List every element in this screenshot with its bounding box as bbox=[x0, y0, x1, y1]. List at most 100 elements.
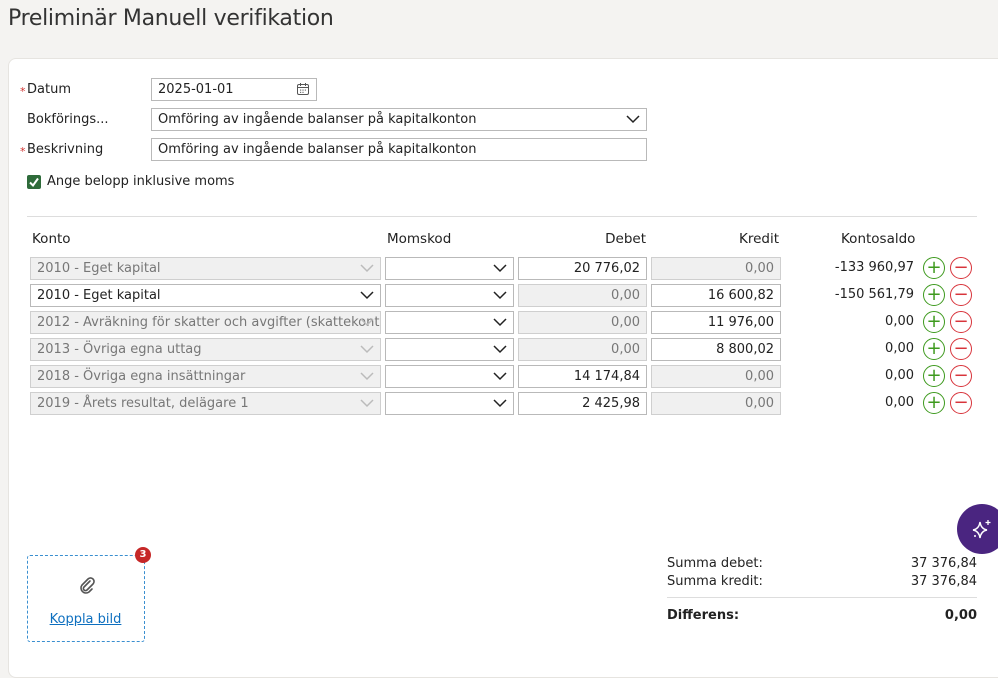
chevron-down-icon bbox=[493, 345, 507, 354]
momskod-select[interactable] bbox=[385, 311, 514, 334]
remove-row-button[interactable]: − bbox=[950, 392, 972, 414]
add-row-button[interactable]: + bbox=[923, 284, 945, 306]
differens-label: Differens: bbox=[667, 608, 740, 623]
kredit-input[interactable]: 16 600,82 bbox=[651, 284, 781, 307]
header-kontosaldo: Kontosaldo bbox=[841, 231, 916, 247]
datum-value: 2025-01-01 bbox=[158, 82, 234, 97]
chevron-down-icon bbox=[360, 399, 374, 408]
remove-row-button[interactable]: − bbox=[950, 338, 972, 360]
calendar-icon[interactable] bbox=[296, 82, 310, 96]
plus-icon: + bbox=[926, 338, 942, 359]
konto-value: 2010 - Eget kapital bbox=[37, 261, 161, 276]
kontosaldo-value: -133 960,97 bbox=[834, 260, 914, 275]
konto-value: 2012 - Avräkning för skatter och avgifte… bbox=[37, 315, 381, 330]
kredit-value: 11 976,00 bbox=[707, 315, 774, 330]
header-konto: Konto bbox=[32, 231, 71, 247]
minus-icon: − bbox=[953, 257, 969, 278]
kontosaldo-value: 0,00 bbox=[885, 395, 914, 410]
konto-value: 2019 - Årets resultat, delägare 1 bbox=[37, 396, 249, 411]
chevron-down-icon bbox=[360, 372, 374, 381]
chevron-down-icon bbox=[493, 291, 507, 300]
checkmark-icon bbox=[29, 177, 39, 188]
kredit-input[interactable]: 0,00 bbox=[651, 365, 781, 388]
chevron-down-icon bbox=[493, 318, 507, 327]
debet-input[interactable]: 0,00 bbox=[518, 311, 647, 334]
kontosaldo-value: -150 561,79 bbox=[834, 287, 914, 302]
differens-value: 0,00 bbox=[944, 608, 977, 623]
koppla-bild-link[interactable]: Koppla bild bbox=[49, 612, 122, 627]
header-debet: Debet bbox=[605, 231, 646, 247]
datum-input[interactable]: 2025-01-01 bbox=[151, 78, 317, 101]
summa-debet-label: Summa debet: bbox=[667, 556, 763, 571]
konto-select[interactable]: 2010 - Eget kapital bbox=[30, 284, 381, 307]
summary-divider bbox=[667, 597, 977, 598]
remove-row-button[interactable]: − bbox=[950, 257, 972, 279]
momskod-select[interactable] bbox=[385, 284, 514, 307]
beskrivning-value: Omföring av ingående balanser på kapital… bbox=[158, 142, 477, 157]
divider bbox=[27, 216, 977, 217]
konto-value: 2013 - Övriga egna uttag bbox=[37, 342, 202, 357]
chevron-down-icon bbox=[360, 291, 374, 300]
plus-icon: + bbox=[926, 392, 942, 413]
kredit-value: 0,00 bbox=[745, 396, 774, 411]
debet-input[interactable]: 0,00 bbox=[518, 284, 647, 307]
ai-assistant-button[interactable] bbox=[957, 504, 998, 554]
add-row-button[interactable]: + bbox=[923, 311, 945, 333]
bokforing-select[interactable]: Omföring av ingående balanser på kapital… bbox=[151, 108, 647, 131]
kredit-input[interactable]: 8 800,02 bbox=[651, 338, 781, 361]
remove-row-button[interactable]: − bbox=[950, 365, 972, 387]
debet-value: 2 425,98 bbox=[582, 396, 640, 411]
kredit-value: 0,00 bbox=[745, 261, 774, 276]
kredit-input[interactable]: 11 976,00 bbox=[651, 311, 781, 334]
plus-icon: + bbox=[926, 257, 942, 278]
moms-checkbox[interactable] bbox=[27, 175, 41, 189]
sparkle-icon bbox=[972, 520, 991, 539]
momskod-select[interactable] bbox=[385, 365, 514, 388]
debet-input[interactable]: 20 776,02 bbox=[518, 257, 647, 280]
konto-select[interactable]: 2019 - Årets resultat, delägare 1 bbox=[30, 392, 381, 415]
add-row-button[interactable]: + bbox=[923, 365, 945, 387]
konto-select[interactable]: 2012 - Avräkning för skatter och avgifte… bbox=[30, 311, 381, 334]
chevron-down-icon bbox=[493, 399, 507, 408]
chevron-down-icon bbox=[360, 264, 374, 273]
attach-dropzone[interactable]: Koppla bild bbox=[27, 555, 145, 642]
header-kredit: Kredit bbox=[738, 231, 779, 247]
debet-value: 20 776,02 bbox=[573, 261, 640, 276]
add-row-button[interactable]: + bbox=[923, 257, 945, 279]
plus-icon: + bbox=[926, 365, 942, 386]
momskod-select[interactable] bbox=[385, 257, 514, 280]
konto-value: 2018 - Övriga egna insättningar bbox=[37, 369, 246, 384]
minus-icon: − bbox=[953, 365, 969, 386]
summa-kredit-label: Summa kredit: bbox=[667, 574, 763, 589]
kredit-input[interactable]: 0,00 bbox=[651, 392, 781, 415]
remove-row-button[interactable]: − bbox=[950, 311, 972, 333]
moms-checkbox-label: Ange belopp inklusive moms bbox=[47, 174, 235, 189]
attachment-count-badge: 3 bbox=[135, 547, 151, 563]
kredit-input[interactable]: 0,00 bbox=[651, 257, 781, 280]
minus-icon: − bbox=[953, 338, 969, 359]
momskod-select[interactable] bbox=[385, 392, 514, 415]
header-momskod: Momskod bbox=[387, 231, 452, 247]
summa-debet-value: 37 376,84 bbox=[910, 556, 977, 571]
bokforing-label: Bokförings... bbox=[27, 112, 109, 127]
paperclip-icon bbox=[80, 577, 95, 594]
bokforing-value: Omföring av ingående balanser på kapital… bbox=[158, 112, 477, 127]
debet-input[interactable]: 2 425,98 bbox=[518, 392, 647, 415]
beskrivning-label: Beskrivning bbox=[27, 142, 104, 157]
konto-select[interactable]: 2010 - Eget kapital bbox=[30, 257, 381, 280]
konto-select[interactable]: 2018 - Övriga egna insättningar bbox=[30, 365, 381, 388]
remove-row-button[interactable]: − bbox=[950, 284, 972, 306]
kredit-value: 0,00 bbox=[745, 369, 774, 384]
page-title: Preliminär Manuell verifikation bbox=[8, 6, 334, 31]
debet-value: 0,00 bbox=[611, 288, 640, 303]
beskrivning-input[interactable]: Omföring av ingående balanser på kapital… bbox=[151, 138, 647, 161]
momskod-select[interactable] bbox=[385, 338, 514, 361]
chevron-down-icon bbox=[360, 318, 374, 327]
add-row-button[interactable]: + bbox=[923, 338, 945, 360]
chevron-down-icon bbox=[626, 115, 640, 124]
debet-input[interactable]: 0,00 bbox=[518, 338, 647, 361]
required-mark: * bbox=[20, 85, 26, 98]
konto-select[interactable]: 2013 - Övriga egna uttag bbox=[30, 338, 381, 361]
debet-input[interactable]: 14 174,84 bbox=[518, 365, 647, 388]
add-row-button[interactable]: + bbox=[923, 392, 945, 414]
